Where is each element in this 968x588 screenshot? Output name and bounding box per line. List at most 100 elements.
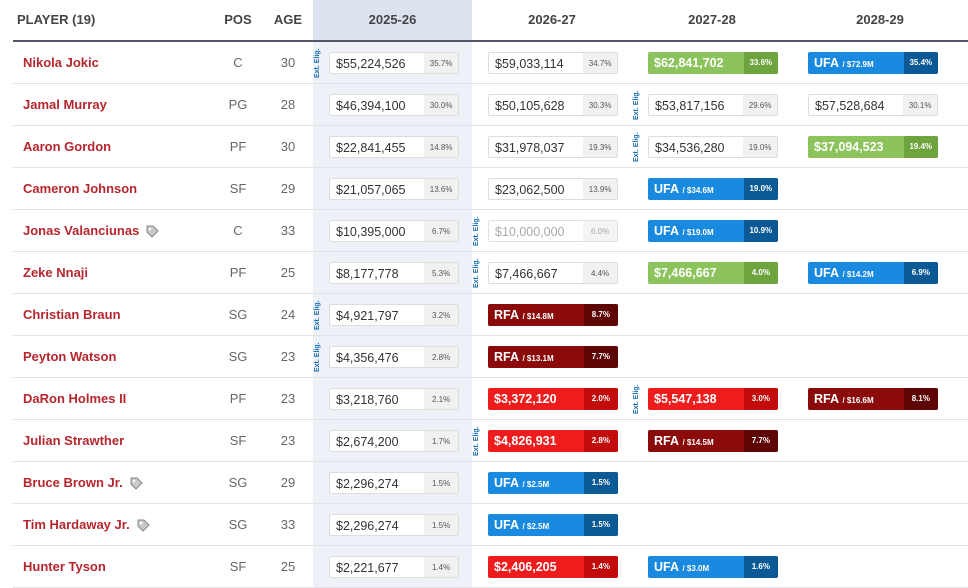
ext-eligible: Ext. Elig. [633, 132, 640, 162]
amount-text: $23,062,500 [495, 183, 565, 197]
salary-pill[interactable]: UFA / $34.6M 19.0% [648, 178, 778, 200]
cap-percent: 34.7% [583, 53, 617, 73]
age: 33 [280, 223, 296, 238]
amount-text: $2,674,200 [336, 435, 399, 449]
cap-percent: 1.5% [583, 472, 618, 494]
salary-pill[interactable]: RFA / $14.5M 7.7% [648, 430, 778, 452]
amount-text: RFA [494, 308, 519, 322]
salary-pill[interactable]: $10,395,000 6.7% [329, 220, 459, 242]
player-name[interactable]: Jonas Valanciunas [23, 223, 140, 238]
ext-eligible: Ext. Elig. [314, 342, 321, 372]
cap-percent: 6.7% [424, 221, 458, 241]
salary-pill[interactable]: $3,218,760 2.1% [329, 388, 459, 410]
salary-pill[interactable]: $3,372,120 2.0% [488, 388, 618, 410]
salary-amount: $3,372,120 [488, 388, 584, 410]
player-name[interactable]: Jamal Murray [23, 97, 107, 112]
player-name[interactable]: Zeke Nnaji [23, 265, 89, 280]
amount-text: $55,224,526 [336, 57, 406, 71]
current-season-header-band [313, 0, 472, 40]
salary-amount: $31,978,037 [489, 137, 583, 157]
salary-pill[interactable]: UFA / $72.9M 35.4% [808, 52, 938, 74]
amount-text: $3,372,120 [494, 392, 557, 406]
salary-pill[interactable]: RFA / $16.6M 8.1% [808, 388, 938, 410]
salary-pill[interactable]: $7,466,667 4.4% [488, 262, 618, 284]
player-name[interactable]: Christian Braun [23, 307, 121, 322]
salary-pill[interactable]: UFA / $19.0M 10.9% [648, 220, 778, 242]
position: SG [228, 307, 248, 322]
salary-pill[interactable]: RFA / $13.1M 7.7% [488, 346, 618, 368]
player-name[interactable]: Peyton Watson [23, 349, 117, 364]
salary-pill[interactable]: RFA / $14.8M 8.7% [488, 304, 618, 326]
amount-text: UFA [654, 182, 679, 196]
row-divider [13, 461, 968, 462]
player-name[interactable]: Julian Strawther [23, 433, 125, 448]
salary-pill[interactable]: $46,394,100 30.0% [329, 94, 459, 116]
cap-percent: 3.0% [743, 388, 778, 410]
position: SG [228, 475, 248, 490]
cap-percent: 30.0% [424, 95, 458, 115]
cap-percent: 8.7% [583, 304, 618, 326]
salary-pill[interactable]: $55,224,526 35.7% [329, 52, 459, 74]
row-divider [13, 419, 968, 420]
amount-text: $37,094,523 [814, 140, 884, 154]
salary-pill[interactable]: UFA / $2.5M 1.5% [488, 472, 618, 494]
salary-pill[interactable]: $2,221,677 1.4% [329, 556, 459, 578]
salary-pill[interactable]: $50,105,628 30.3% [488, 94, 618, 116]
salary-pill[interactable]: $4,921,797 3.2% [329, 304, 459, 326]
salary-pill[interactable]: $5,547,138 3.0% [648, 388, 778, 410]
ext-eligible: Ext. Elig. [473, 258, 480, 288]
player-name[interactable]: Aaron Gordon [23, 139, 112, 154]
player-name[interactable]: Hunter Tyson [23, 559, 106, 574]
player-name[interactable]: Bruce Brown Jr. [23, 475, 123, 490]
age: 28 [280, 97, 296, 112]
amount-text: $4,921,797 [336, 309, 399, 323]
salary-pill[interactable]: $21,057,065 13.6% [329, 178, 459, 200]
salary-amount: $34,536,280 [649, 137, 743, 157]
salary-pill[interactable]: UFA / $3.0M 1.6% [648, 556, 778, 578]
salary-pill[interactable]: $7,466,667 4.0% [648, 262, 778, 284]
amount-text: $34,536,280 [655, 141, 725, 155]
cap-percent: 1.4% [583, 556, 618, 578]
player-name[interactable]: DaRon Holmes II [23, 391, 127, 406]
row-divider [13, 377, 968, 378]
salary-pill[interactable]: $57,528,684 30.1% [808, 94, 938, 116]
cap-percent: 35.4% [903, 52, 938, 74]
salary-pill[interactable]: $23,062,500 13.9% [488, 178, 618, 200]
salary-pill[interactable]: $2,674,200 1.7% [329, 430, 459, 452]
cap-percent: 2.1% [424, 389, 458, 409]
amount-detail: / $2.5M [522, 522, 550, 531]
salary-pill[interactable]: $53,817,156 29.6% [648, 94, 778, 116]
salary-pill[interactable]: $4,826,931 2.8% [488, 430, 618, 452]
salary-pill[interactable]: $37,094,523 19.4% [808, 136, 938, 158]
cap-percent: 1.5% [424, 473, 458, 493]
position: SF [229, 181, 247, 196]
salary-pill[interactable]: UFA / $2.5M 1.5% [488, 514, 618, 536]
salary-pill[interactable]: $22,841,455 14.8% [329, 136, 459, 158]
salary-pill[interactable]: $2,296,274 1.5% [329, 514, 459, 536]
salary-amount: $53,817,156 [649, 95, 743, 115]
salary-pill[interactable]: $10,000,000 6.0% [488, 220, 618, 242]
salary-pill[interactable]: UFA / $14.2M 6.9% [808, 262, 938, 284]
current-season-band [313, 0, 472, 588]
salary-pill[interactable]: $2,296,274 1.5% [329, 472, 459, 494]
salary-amount: $57,528,684 [809, 95, 903, 115]
salary-pill[interactable]: $8,177,778 5.3% [329, 262, 459, 284]
salary-amount: UFA / $3.0M [648, 556, 744, 578]
salary-pill[interactable]: $59,033,114 34.7% [488, 52, 618, 74]
salary-pill[interactable]: $4,356,476 2.8% [329, 346, 459, 368]
age: 23 [280, 349, 296, 364]
player-name[interactable]: Tim Hardaway Jr. [23, 517, 130, 532]
salary-pill[interactable]: $62,841,702 33.6% [648, 52, 778, 74]
player-name[interactable]: Nikola Jokic [23, 55, 99, 70]
amount-detail: / $34.6M [682, 186, 714, 195]
player-name[interactable]: Cameron Johnson [23, 181, 138, 196]
amount-text: $4,356,476 [336, 351, 399, 365]
salary-pill[interactable]: $2,406,205 1.4% [488, 556, 618, 578]
row-divider [13, 209, 968, 210]
salary-pill[interactable]: $31,978,037 19.3% [488, 136, 618, 158]
age: 24 [280, 307, 296, 322]
tag-icon [129, 476, 143, 490]
salary-pill[interactable]: $34,536,280 19.0% [648, 136, 778, 158]
amount-text: $10,395,000 [336, 225, 406, 239]
